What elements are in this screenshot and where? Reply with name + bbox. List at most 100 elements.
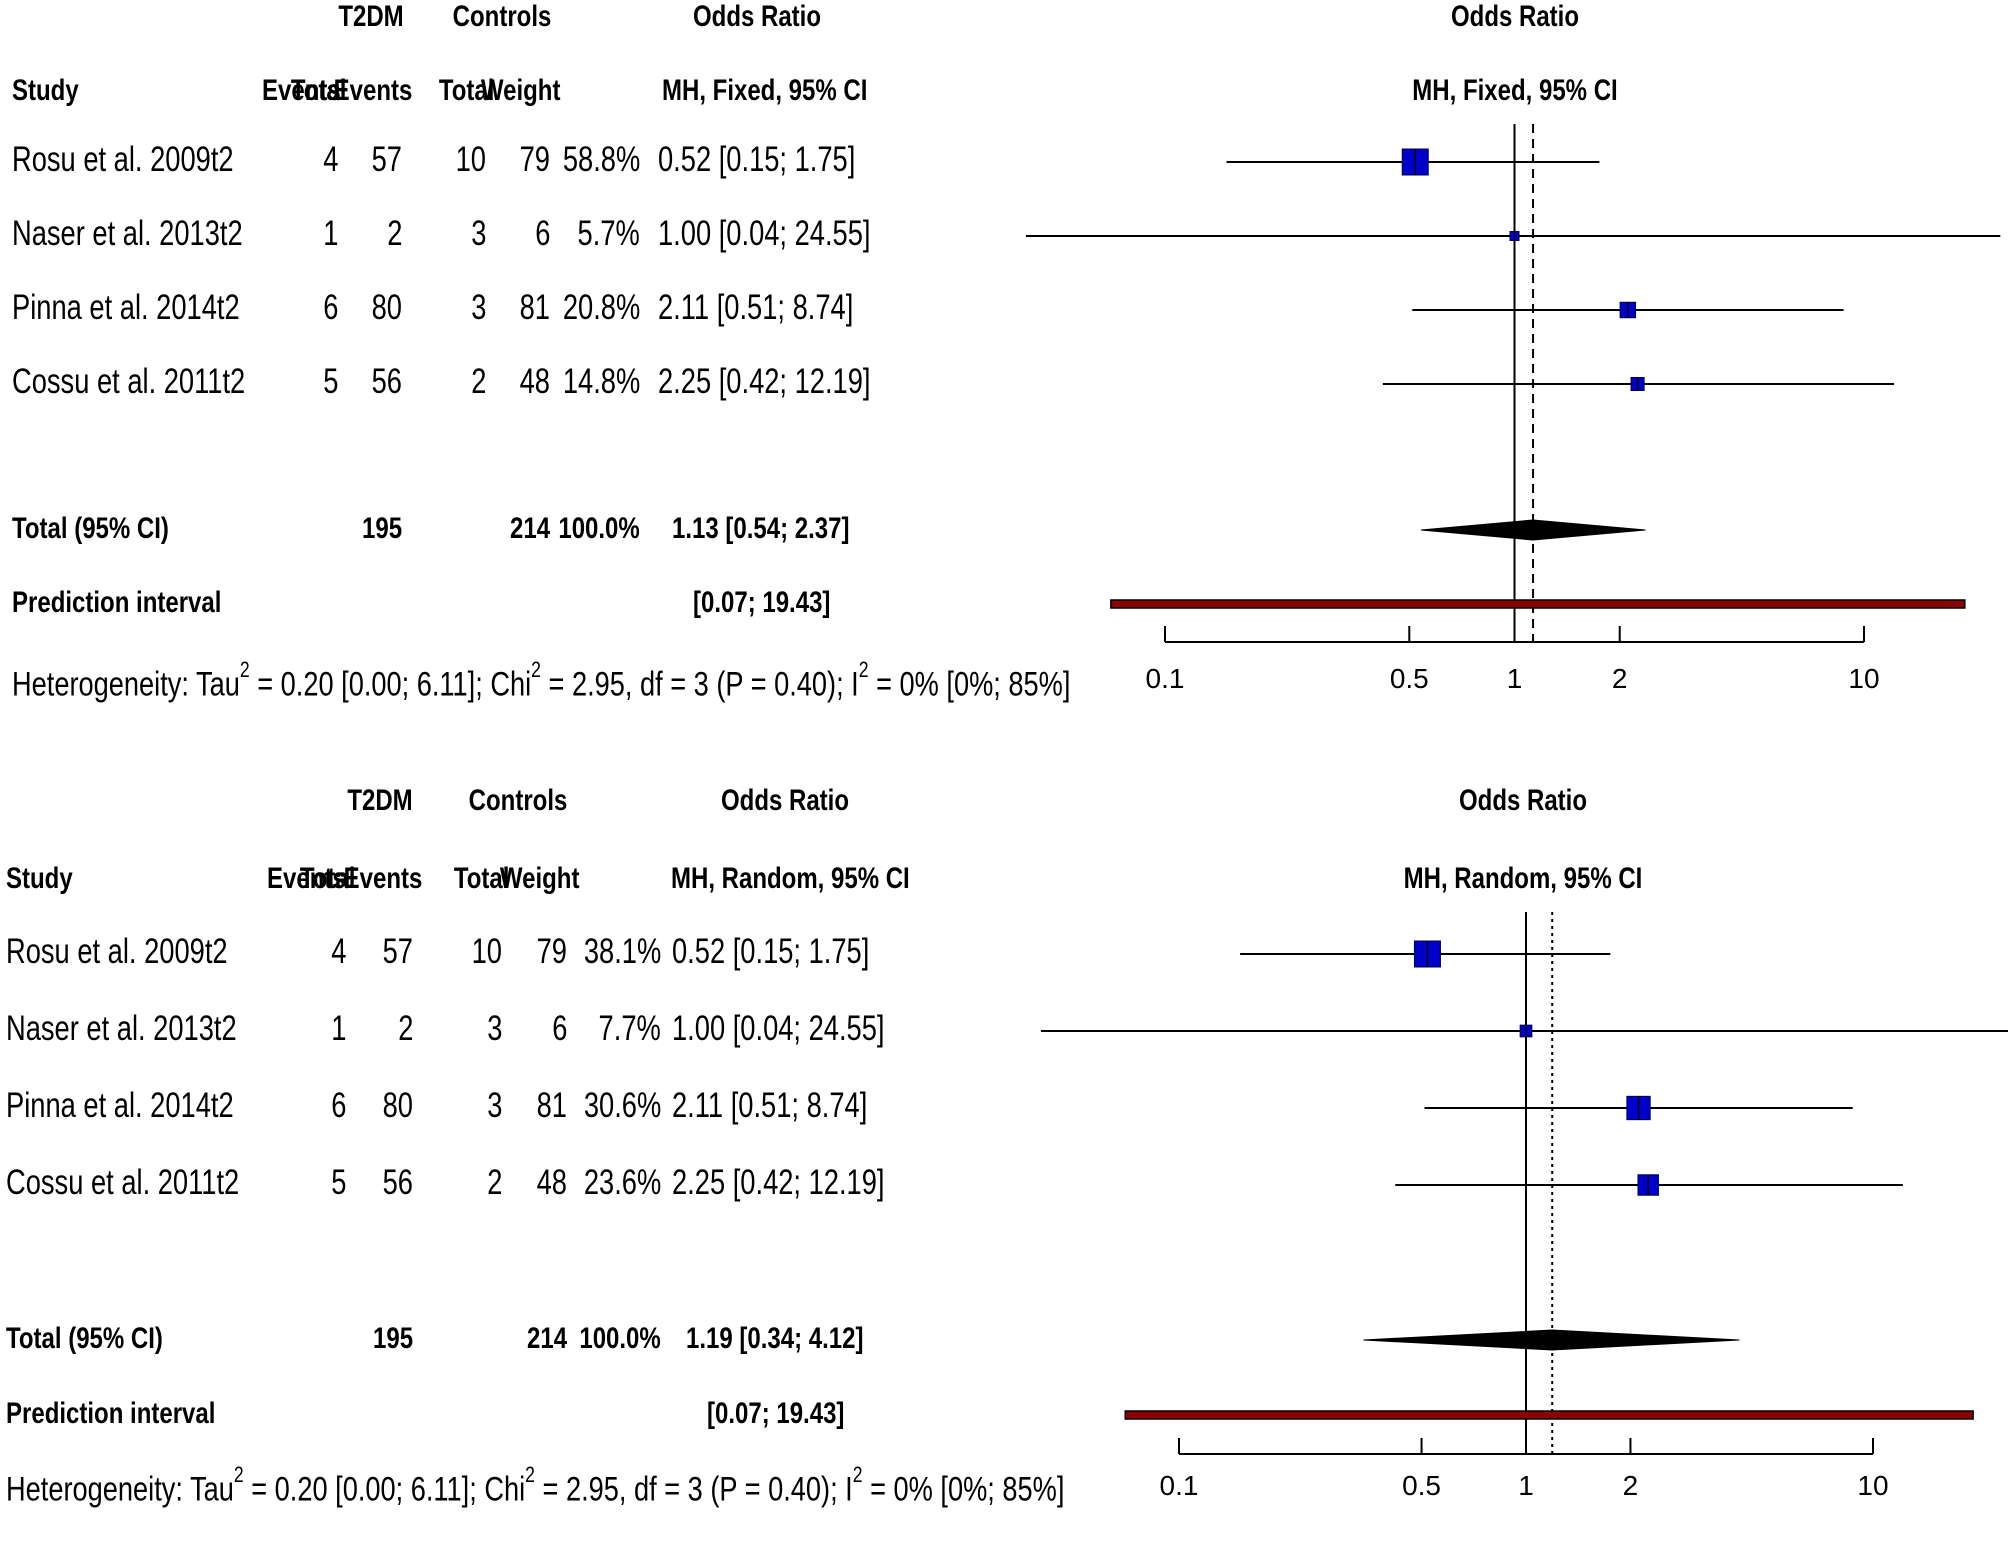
heterogeneity-sup1: 2 (233, 1462, 244, 1487)
study-name: Pinna et al. 2014t2 (12, 288, 240, 327)
ci-cell: 2.25 [0.42; 12.19] (658, 362, 871, 401)
events1-cell: 4 (322, 140, 338, 179)
study-name: Naser et al. 2013t2 (12, 214, 243, 253)
x-axis-tick-label: 0.5 (1402, 1470, 1441, 1501)
x-axis-tick-label: 10 (1848, 663, 1879, 694)
pooled-diamond (1420, 519, 1646, 541)
weight-cell: 5.7% (577, 214, 640, 253)
total2-header: Total (453, 862, 509, 895)
group2-header: Controls (452, 0, 552, 33)
total1-cell: 80 (371, 288, 402, 327)
events1-cell: 6 (330, 1086, 346, 1125)
heterogeneity-statistics: Heterogeneity: Tau2 = 0.20 [0.00; 6.11];… (6, 1464, 1065, 1509)
events2-cell: 10 (471, 932, 502, 971)
x-axis-tick-label: 0.5 (1390, 663, 1429, 694)
ci-cell: 1.00 [0.04; 24.55] (658, 214, 871, 253)
events1-cell: 4 (330, 932, 346, 971)
ci-cell: 0.52 [0.15; 1.75] (658, 140, 856, 179)
events1-header: Events (262, 74, 341, 107)
total1-cell: 56 (382, 1163, 413, 1202)
total2-cell: 79 (519, 140, 550, 179)
heterogeneity-mid1: = 0.20 [0.00; 6.11]; Chi (243, 1470, 526, 1509)
total1-header: Total (299, 862, 355, 895)
events2-cell: 2 (486, 1163, 502, 1202)
events2-header: Events (343, 862, 422, 895)
total2-cell: 81 (536, 1086, 567, 1125)
x-axis-tick-label: 2 (1623, 1470, 1639, 1501)
events2-header: Events (333, 74, 412, 107)
heterogeneity-sup3: 2 (852, 1462, 863, 1487)
forest-plot-area: 0.1 0.5 1 2 10 (1025, 124, 2001, 694)
heterogeneity-end: = 0% [0%; 85%] (862, 1470, 1065, 1509)
plot-odds-ratio-header: Odds Ratio (1450, 0, 1580, 33)
total-ci: 1.19 [0.34; 4.12] (686, 1322, 864, 1355)
heterogeneity-sup1: 2 (239, 657, 250, 682)
prediction-ci: [0.07; 19.43] (707, 1397, 845, 1430)
total2-sum: 214 (509, 512, 550, 545)
total1-cell: 57 (382, 932, 413, 971)
events1-header: Events (267, 862, 346, 895)
group1-header: T2DM (338, 0, 404, 33)
odds-ratio-column-header: Odds Ratio (720, 784, 850, 817)
prediction-label: Prediction interval (12, 586, 222, 619)
events2-cell: 3 (470, 288, 486, 327)
total1-sum: 195 (372, 1322, 413, 1355)
ci-header: MH, Random, 95% CI (671, 862, 910, 895)
events1-cell: 5 (330, 1163, 346, 1202)
total-weight: 100.0% (558, 512, 640, 545)
study-name: Cossu et al. 2011t2 (6, 1163, 240, 1202)
weight-cell: 7.7% (598, 1009, 661, 1048)
x-axis-tick-label: 0.1 (1146, 663, 1185, 694)
study-name: Pinna et al. 2014t2 (6, 1086, 234, 1125)
study-name: Rosu et al. 2009t2 (6, 932, 228, 971)
events2-cell: 3 (486, 1009, 502, 1048)
ci-cell: 0.52 [0.15; 1.75] (672, 932, 870, 971)
total1-cell: 80 (382, 1086, 413, 1125)
heterogeneity-sup2: 2 (531, 657, 541, 682)
total-label: Total (95% CI) (6, 1322, 163, 1355)
total1-cell: 2 (386, 214, 402, 253)
total-weight: 100.0% (579, 1322, 661, 1355)
total1-cell: 57 (371, 140, 402, 179)
events2-cell: 10 (455, 140, 486, 179)
weight-cell: 20.8% (562, 288, 640, 327)
events1-cell: 1 (330, 1009, 346, 1048)
study-name: Naser et al. 2013t2 (6, 1009, 237, 1048)
events1-cell: 1 (322, 214, 338, 253)
x-axis-tick-label: 10 (1857, 1470, 1888, 1501)
ci-cell: 1.00 [0.04; 24.55] (672, 1009, 885, 1048)
weight-cell: 23.6% (583, 1163, 661, 1202)
heterogeneity-prefix: Heterogeneity: Tau (6, 1470, 234, 1509)
heterogeneity-end: = 0% [0%; 85%] (868, 665, 1071, 704)
plot-odds-ratio-header: Odds Ratio (1458, 784, 1588, 817)
total1-cell: 2 (397, 1009, 413, 1048)
prediction-ci: [0.07; 19.43] (693, 586, 831, 619)
ci-cell: 2.25 [0.42; 12.19] (672, 1163, 885, 1202)
heterogeneity-mid2: = 2.95, df = 3 (P = 0.40); I (534, 1470, 853, 1509)
fixed-effect-forest-plot: T2DM Controls Odds Ratio Odds Ratio Study Eve… (0, 0, 2012, 769)
odds-ratio-column-header: Odds Ratio (692, 0, 822, 33)
pooled-diamond (1363, 1329, 1740, 1351)
weight-cell: 38.1% (583, 932, 661, 971)
forest-plot-area: 0.1 0.5 1 2 10 (1040, 912, 2008, 1501)
heterogeneity-statistics: Heterogeneity: Tau2 = 0.20 [0.00; 6.11];… (12, 659, 1071, 704)
total1-sum: 195 (361, 512, 402, 545)
events1-cell: 5 (322, 362, 338, 401)
total-ci: 1.13 [0.54; 2.37] (672, 512, 850, 545)
weight-cell: 58.8% (562, 140, 640, 179)
total2-sum: 214 (526, 1322, 567, 1355)
plot-model-header: MH, Random, 95% CI (1403, 862, 1643, 895)
total1-header: Total (290, 74, 346, 107)
study-header: Study (12, 74, 79, 107)
total2-header: Total (438, 74, 494, 107)
weight-cell: 30.6% (583, 1086, 661, 1125)
total1-cell: 56 (371, 362, 402, 401)
total2-cell: 79 (536, 932, 567, 971)
x-axis-tick-label: 1 (1518, 1470, 1534, 1501)
weight-header: Weight (480, 74, 560, 107)
ci-header: MH, Fixed, 95% CI (662, 74, 868, 107)
heterogeneity-sup3: 2 (858, 657, 869, 682)
total-label: Total (95% CI) (12, 512, 169, 545)
heterogeneity-sup2: 2 (525, 1462, 535, 1487)
